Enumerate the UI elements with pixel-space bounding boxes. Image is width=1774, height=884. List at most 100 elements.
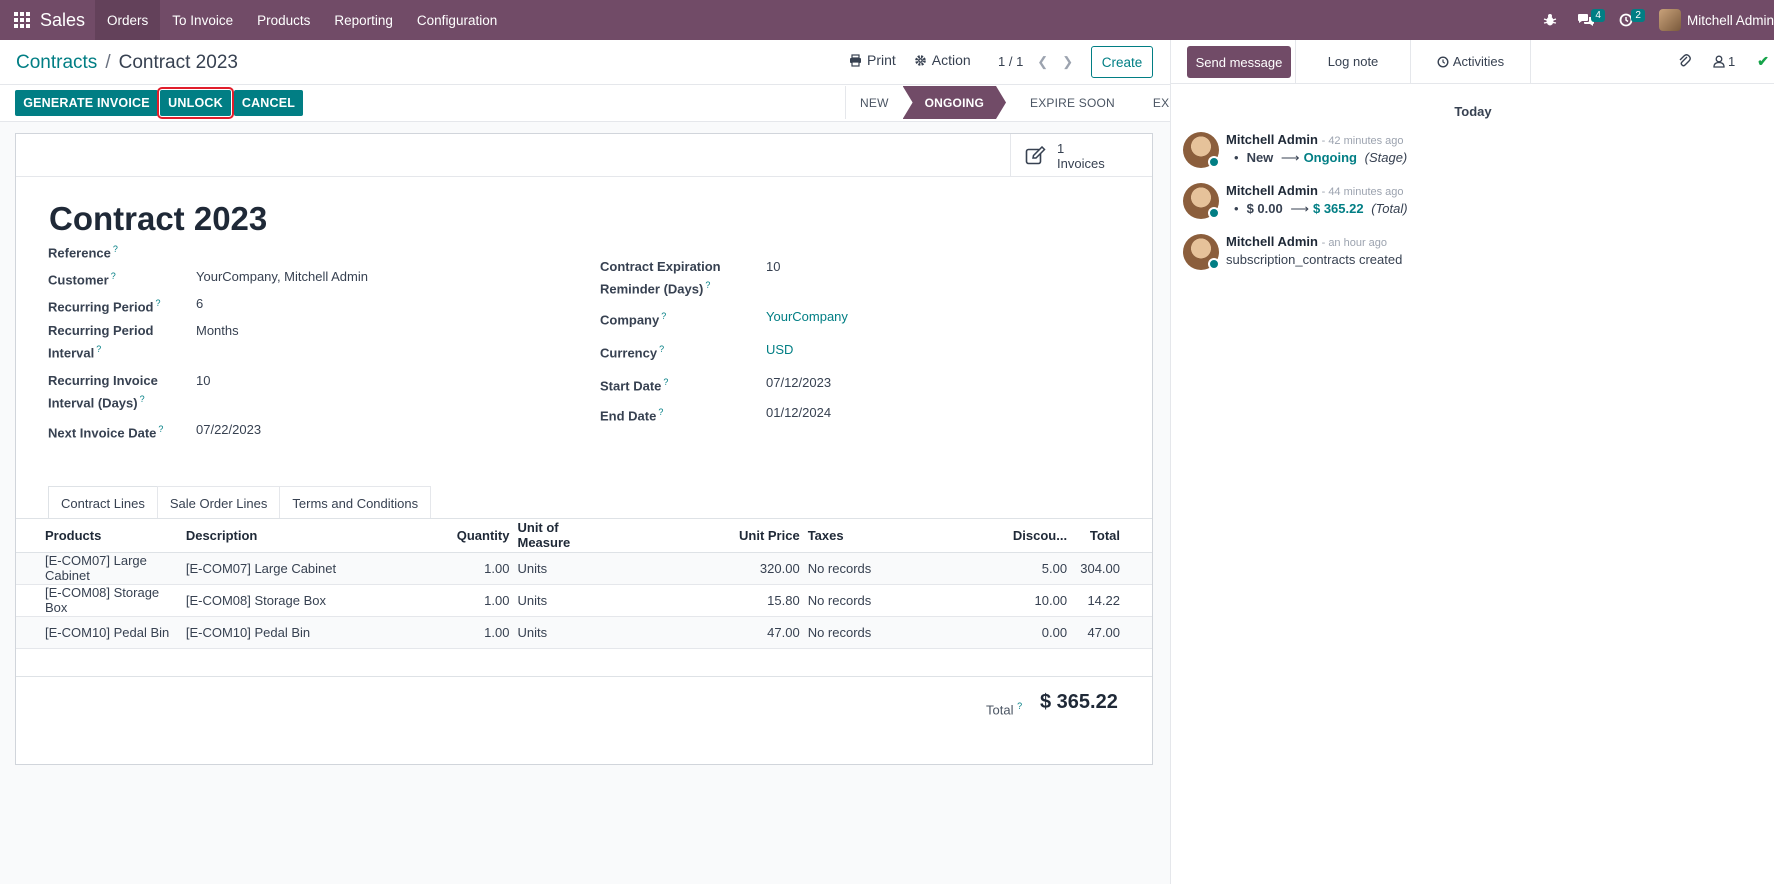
menu-configuration[interactable]: Configuration: [416, 12, 498, 28]
paperclip-icon[interactable]: [1677, 52, 1691, 71]
cell-description: [E-COM10] Pedal Bin: [181, 616, 379, 649]
followers-count: 1: [1728, 54, 1736, 69]
breadcrumb-separator: /: [105, 52, 111, 73]
recurring-period-label: Recurring Period?: [48, 298, 161, 315]
cell-total: 14.22: [1071, 584, 1152, 617]
debug-bug-icon[interactable]: [1535, 0, 1565, 40]
cell-quantity: 1.00: [378, 616, 514, 649]
cell-total: 304.00: [1071, 552, 1152, 585]
cell-unit-price: 320.00: [617, 552, 804, 585]
message-time: - 44 minutes ago: [1321, 186, 1404, 198]
create-button[interactable]: Create: [1091, 46, 1153, 78]
pager-next-icon[interactable]: ❯: [1062, 54, 1074, 69]
stage-new[interactable]: NEW: [860, 95, 889, 110]
cell-discount: 10.00: [990, 584, 1072, 617]
stage-expire-soon[interactable]: EXPIRE SOON: [1030, 95, 1115, 110]
menu-to-invoice[interactable]: To Invoice: [172, 12, 234, 28]
cancel-button[interactable]: CANCEL: [234, 90, 303, 116]
company-label: Company?: [600, 311, 667, 328]
app-name[interactable]: Sales: [40, 9, 86, 30]
recurring-period-interval-field[interactable]: Months: [196, 323, 239, 338]
table-row[interactable]: [E-COM07] Large Cabinet [E-COM07] Large …: [16, 552, 1152, 585]
cell-taxes: No records: [803, 584, 991, 617]
activities-clock-icon[interactable]: 2: [1611, 0, 1645, 40]
column-products[interactable]: Products: [16, 519, 182, 553]
cell-description: [E-COM07] Large Cabinet: [181, 552, 379, 585]
recurring-invoice-interval-field[interactable]: 10: [196, 373, 211, 388]
totals-divider: [16, 676, 1152, 677]
tab-contract-lines[interactable]: Contract Lines: [48, 486, 158, 519]
column-quantity[interactable]: Quantity: [378, 519, 514, 553]
customer-field[interactable]: YourCompany, Mitchell Admin: [196, 269, 368, 284]
cell-uom: Units: [513, 552, 618, 585]
chatter-tools: 1 ✔: [1677, 40, 1774, 83]
cell-taxes: No records: [803, 552, 991, 585]
cell-quantity: 1.00: [378, 584, 514, 617]
invoices-smart-button[interactable]: 1 Invoices: [1010, 134, 1152, 177]
followers-button[interactable]: 1: [1713, 54, 1735, 69]
end-date-field[interactable]: 01/12/2024: [766, 405, 832, 420]
notebook-tabs: Contract Lines Sale Order Lines Terms an…: [48, 486, 432, 519]
action-button[interactable]: Action: [914, 52, 971, 68]
breadcrumb-contracts[interactable]: Contracts: [16, 52, 98, 73]
following-check-icon[interactable]: ✔: [1757, 53, 1769, 69]
column-taxes[interactable]: Taxes: [803, 519, 991, 553]
date-separator: Today: [1454, 104, 1492, 119]
print-icon: [850, 53, 861, 67]
send-message-button[interactable]: Send message: [1187, 46, 1291, 78]
print-label: Print: [867, 52, 896, 68]
clock-icon: [1437, 55, 1449, 68]
column-unit-of-measure[interactable]: Unit of Measure: [513, 519, 618, 553]
tab-terms-and-conditions[interactable]: Terms and Conditions: [279, 486, 432, 519]
control-panel-actions: Print Action: [849, 52, 971, 68]
recurring-invoice-interval-label: Recurring Invoice Interval (Days)?: [48, 373, 158, 411]
table-row[interactable]: [E-COM10] Pedal Bin [E-COM10] Pedal Bin …: [16, 616, 1152, 649]
menu-reporting[interactable]: Reporting: [334, 12, 393, 28]
invoices-count: 1: [1057, 140, 1065, 156]
column-discount[interactable]: Discou...: [990, 519, 1072, 553]
apps-menu-icon[interactable]: [4, 12, 40, 28]
stage-ongoing[interactable]: ONGOING: [903, 86, 1006, 119]
user-icon: [1713, 55, 1725, 68]
top-navbar: Sales Orders To Invoice Products Reporti…: [0, 0, 1774, 40]
status-stages: NEW ONGOING EXPIRE SOON EXPIRED: [845, 86, 1221, 119]
activities-badge: 2: [1631, 9, 1645, 22]
print-button[interactable]: Print: [849, 52, 896, 68]
column-total[interactable]: Total: [1071, 519, 1152, 553]
messages-icon[interactable]: 4: [1571, 0, 1605, 40]
activities-button[interactable]: Activities: [1411, 40, 1531, 83]
menu-products[interactable]: Products: [257, 12, 311, 28]
pager-value[interactable]: 1 / 1: [998, 54, 1024, 69]
tab-sale-order-lines[interactable]: Sale Order Lines: [156, 486, 281, 519]
column-unit-price[interactable]: Unit Price: [617, 519, 804, 553]
message-author: Mitchell Admin - an hour ago: [1226, 234, 1388, 249]
log-note-button[interactable]: Log note: [1295, 40, 1411, 83]
message-time: - an hour ago: [1321, 237, 1388, 249]
expiration-reminder-field[interactable]: 10: [766, 259, 781, 274]
table-row[interactable]: [E-COM08] Storage Box [E-COM08] Storage …: [16, 584, 1152, 617]
cell-uom: Units: [513, 616, 618, 649]
unlock-button[interactable]: UNLOCK: [157, 87, 234, 119]
pager-previous-icon[interactable]: ❮: [1037, 54, 1049, 69]
table-header-row: Products Description Quantity Unit of Me…: [16, 519, 1152, 553]
form-sheet: 1 Invoices Contract 2023 Reference? Cust…: [15, 133, 1153, 765]
column-description[interactable]: Description: [181, 519, 379, 553]
generate-invoice-button[interactable]: GENERATE INVOICE: [15, 90, 158, 116]
start-date-field[interactable]: 07/12/2023: [766, 375, 832, 390]
cell-uom: Units: [513, 584, 618, 617]
end-date-label: End Date?: [600, 407, 664, 424]
company-field[interactable]: YourCompany: [766, 309, 848, 324]
activities-label: Activities: [1452, 54, 1505, 69]
recurring-period-field[interactable]: 6: [196, 296, 204, 311]
chatter-divider: [1171, 83, 1774, 84]
messages-badge: 4: [1591, 9, 1605, 22]
control-panel-divider: [0, 84, 1170, 85]
currency-label: Currency?: [600, 344, 665, 361]
next-invoice-date-field[interactable]: 07/22/2023: [196, 422, 262, 437]
user-menu[interactable]: Mitchell Admin: [1658, 9, 1774, 31]
start-date-label: Start Date?: [600, 377, 669, 394]
online-status-icon: [1208, 156, 1220, 168]
tracking-change: • New ⟶ Ongoing (Stage): [1234, 150, 1408, 165]
currency-field[interactable]: USD: [766, 342, 794, 357]
menu-orders[interactable]: Orders: [95, 0, 161, 40]
